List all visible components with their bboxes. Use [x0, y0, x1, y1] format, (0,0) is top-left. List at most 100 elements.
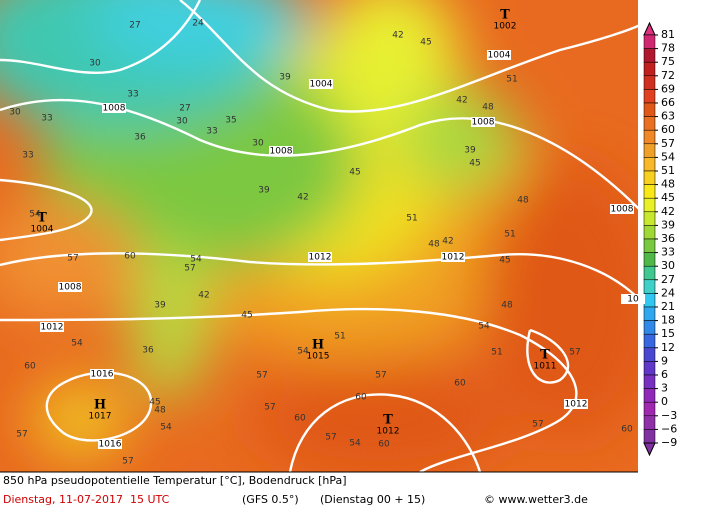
caption-area [0, 472, 640, 513]
colorbar-segment [643, 347, 656, 362]
temperature-label: 42 [392, 31, 403, 41]
colorbar-label: 39 [661, 218, 675, 231]
colorbar-segment [643, 75, 656, 90]
isobar-label-bg [564, 399, 588, 409]
colorbar-label: 51 [661, 164, 675, 177]
temperature-label: 54 [349, 439, 361, 449]
isobar-label: 1004 [488, 51, 511, 61]
colorbar-arrow-top [643, 21, 656, 36]
temperature-label: 48 [501, 301, 513, 311]
temperature-label: 39 [154, 301, 166, 311]
colorbar-segment [643, 388, 656, 403]
temperature-label: 45 [499, 256, 510, 266]
colorbar-segment [643, 48, 656, 63]
temperature-label: 60 [621, 425, 633, 435]
colorbar-segment [643, 89, 656, 104]
temperature-label: 60 [124, 252, 136, 262]
isobar-label: 1008 [270, 147, 293, 157]
colorbar-segment [643, 415, 656, 430]
colorbar-segment [643, 170, 656, 185]
isobar-label: 10 [627, 295, 639, 305]
pressure-center-value: 1015 [307, 352, 330, 362]
pressure-center-value: 1002 [494, 22, 517, 32]
isobar-label: 1012 [565, 400, 588, 410]
colorbar-label: 30 [661, 259, 675, 272]
temperature-label: 42 [442, 237, 453, 247]
colorbar-segment [643, 238, 656, 253]
temperature-label: 48 [428, 240, 440, 250]
colorbar-segment [643, 401, 656, 417]
colorbar-label: 27 [661, 273, 675, 286]
caption-date: Dienstag, 11-07-2017 15 UTC [3, 493, 170, 506]
temperature-label: 33 [22, 151, 33, 161]
temperature-label: 60 [378, 440, 390, 450]
temperature-label: 36 [134, 133, 146, 143]
temperature-label: 57 [122, 457, 133, 467]
colorbar-label: 18 [661, 314, 675, 327]
colorbar-label: 15 [661, 327, 675, 340]
colorbar-label: 78 [661, 42, 675, 55]
temperature-label: 33 [41, 114, 52, 124]
temperature-label: 57 [264, 403, 275, 413]
colorbar-arrow-bottom [643, 442, 656, 457]
colorbar: 8178757269666360575451484542393633302724… [643, 21, 677, 457]
temperature-label: 54 [297, 347, 309, 357]
colorbar-segment [643, 225, 656, 240]
colorbar-segment [643, 116, 656, 131]
isobars [0, 0, 638, 472]
temperature-label: 33 [127, 90, 138, 100]
temperature-label: 54 [160, 423, 172, 433]
colorbar-label: 69 [661, 82, 675, 95]
temperature-label: 48 [482, 103, 494, 113]
temperature-label: 54 [71, 339, 83, 349]
temperature-label: 45 [149, 398, 160, 408]
colorbar-label: 24 [661, 286, 675, 299]
colorbar-segment [643, 197, 656, 213]
temperature-label: 51 [406, 214, 417, 224]
colorbar-segment [643, 129, 656, 145]
colorbar-segment [643, 252, 656, 267]
colorbar-segment [643, 306, 656, 321]
temperature-label: 45 [420, 38, 431, 48]
colorbar-segment [643, 211, 656, 226]
isobar-label-bg [269, 146, 293, 156]
isobar-label-bg [621, 294, 645, 304]
pressure-center-symbol: H [94, 398, 106, 413]
colorbar-label: 6 [661, 368, 668, 381]
temperature-label: 42 [198, 291, 209, 301]
colorbar-segment [643, 61, 656, 77]
colorbar-segment [643, 374, 656, 389]
pressure-center-value: 1011 [534, 362, 557, 372]
temperature-label: 27 [129, 21, 140, 31]
colorbar-segment [643, 333, 656, 349]
colorbar-segment [643, 293, 656, 308]
isobar-label-bg [487, 50, 511, 60]
temperature-label: 60 [355, 393, 367, 403]
temperature-label: 57 [375, 371, 386, 381]
colorbar-label: 0 [661, 395, 668, 408]
temperature-label: 54 [29, 210, 41, 220]
colorbar-label: 3 [661, 382, 668, 395]
temperature-label: 30 [176, 117, 188, 127]
colorbar-segment [643, 102, 656, 117]
colorbar-label: 48 [661, 178, 675, 191]
temperature-label: 51 [491, 348, 502, 358]
colorbar-label: −9 [661, 436, 677, 449]
colorbar-label: 81 [661, 28, 675, 41]
temperature-label: 45 [469, 159, 480, 169]
pressure-center-symbol: T [540, 348, 550, 363]
isobar-label-bg [90, 369, 114, 379]
isobar-label: 1008 [472, 118, 495, 128]
colorbar-label: 66 [661, 96, 675, 109]
colorbar-label: −3 [661, 409, 677, 422]
temperature-label: 30 [252, 139, 264, 149]
pressure-center-symbol: T [500, 8, 510, 23]
isobar-label: 1012 [309, 253, 332, 263]
colorbar-label: 45 [661, 191, 675, 204]
isobar-label-bg [98, 439, 122, 449]
colorbar-segment [643, 34, 656, 49]
colorbar-label: 60 [661, 123, 675, 136]
caption-credit: © www.wetter3.de [484, 493, 588, 506]
temperature-label: 60 [454, 379, 466, 389]
